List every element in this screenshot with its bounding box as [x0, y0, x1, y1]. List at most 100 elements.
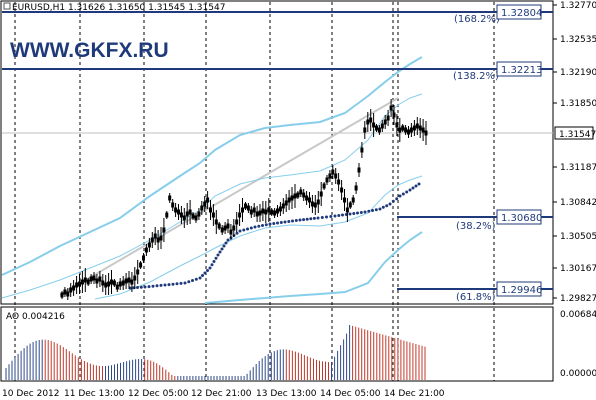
candle-body: [153, 233, 157, 239]
time-label: 10 Dec 2012: [2, 389, 60, 399]
ma-dot: [147, 285, 151, 289]
candle-body: [322, 183, 326, 189]
ma-dot: [257, 224, 261, 228]
ma-dot: [312, 216, 316, 220]
ma-dot: [341, 213, 344, 217]
ma-dot: [155, 284, 159, 288]
candle-body: [369, 117, 373, 123]
indicator-scale-top: 0.00684: [560, 310, 596, 320]
price-tick: 1.32770: [560, 1, 596, 11]
candle-body: [246, 205, 250, 211]
candle-body: [86, 279, 90, 285]
candle-body: [211, 212, 215, 218]
candle-body: [276, 208, 279, 214]
time-label: 14 Dec 05:00: [320, 389, 381, 399]
ma-dot: [363, 210, 367, 214]
candle-body: [383, 119, 387, 125]
price-tick: 1.31850: [560, 99, 596, 109]
ma-dot: [212, 260, 216, 263]
main-chart-frame: [0, 0, 554, 305]
ma-dot: [408, 188, 412, 192]
ma-dot: [238, 229, 242, 233]
candle-body: [293, 193, 297, 199]
candle-body: [179, 212, 183, 218]
current-price-label: 1.31547: [559, 130, 596, 140]
ma-dot: [175, 282, 179, 286]
ma-dot: [210, 263, 214, 267]
fibo-pct-61: (61.8%): [456, 292, 496, 303]
ma-dot: [208, 266, 212, 270]
ma-dot: [316, 216, 320, 220]
candle-body: [217, 223, 221, 229]
candle-body: [325, 177, 329, 183]
candle-body: [244, 203, 247, 209]
candle-body: [72, 285, 76, 291]
ma-dot: [333, 214, 337, 218]
time-label: 12 Dec 21:00: [191, 389, 252, 399]
time-axis: 10 Dec 2012 11 Dec 13:00 12 Dec 05:00 12…: [2, 389, 445, 399]
price-tick: 1.32535: [560, 35, 596, 45]
candle-body: [386, 115, 390, 121]
ma-dot: [143, 285, 147, 289]
candle-body: [278, 206, 282, 212]
candle-body: [345, 207, 349, 213]
ma-dot: [235, 231, 239, 235]
candle-body: [197, 211, 201, 217]
candle-body: [142, 255, 145, 261]
ma-dot: [348, 212, 352, 216]
ma-dot: [388, 202, 392, 206]
ma-dot: [411, 186, 415, 190]
ma-dot: [183, 281, 187, 285]
candle-body: [252, 207, 256, 213]
candle-body: [351, 197, 355, 203]
ma-dot: [194, 277, 198, 281]
candle-body: [107, 281, 111, 287]
fibo-price-38: 1.30680: [501, 213, 542, 224]
price-tick: 1.30842: [560, 198, 596, 208]
fibo-pct-138: (138.2%): [453, 71, 499, 82]
candle-body: [159, 235, 163, 241]
candle-body: [238, 212, 242, 218]
candle-body: [348, 202, 352, 208]
ma-dot: [220, 247, 224, 251]
trend-line[interactable]: [59, 97, 399, 296]
ma-dot: [381, 205, 385, 209]
candle-body: [63, 289, 67, 295]
candle-body: [281, 203, 285, 209]
ma-dot: [187, 280, 191, 284]
candle-body: [165, 212, 169, 218]
candle-body: [112, 280, 116, 286]
fibo-price-boxes: 1.32804 1.32213 1.30680 1.29946: [496, 4, 542, 297]
candle-body: [127, 277, 131, 283]
ma-dot: [198, 276, 202, 280]
candle-body: [418, 125, 422, 131]
candle-body: [83, 277, 87, 283]
candle-body: [171, 202, 175, 208]
candle-body: [162, 227, 166, 233]
collapse-icon[interactable]: [3, 2, 11, 10]
fibo-price-168: 1.32804: [501, 8, 542, 19]
candle-body: [284, 200, 288, 206]
candle-body: [139, 262, 143, 268]
ma-dot: [302, 218, 306, 222]
candle-body: [104, 282, 108, 288]
watermark-logo: WWW.GKFX.RU: [10, 39, 169, 62]
candle-body: [337, 179, 341, 185]
candle-body: [89, 276, 93, 282]
time-label: 12 Dec 05:00: [128, 389, 189, 399]
candle-body: [92, 275, 96, 281]
candle-body: [133, 275, 137, 281]
candle-body: [206, 197, 210, 203]
candle-body: [78, 281, 81, 287]
candle-body: [147, 242, 151, 248]
candle-body: [200, 205, 204, 211]
ma-dot: [224, 241, 228, 245]
ma-dot: [249, 226, 253, 230]
ma-dot: [287, 220, 291, 223]
candle-body: [316, 199, 320, 205]
ao-histogram: [5, 325, 426, 380]
candle-body: [267, 207, 271, 213]
candle-body: [98, 276, 102, 282]
ma-dot: [279, 221, 283, 224]
